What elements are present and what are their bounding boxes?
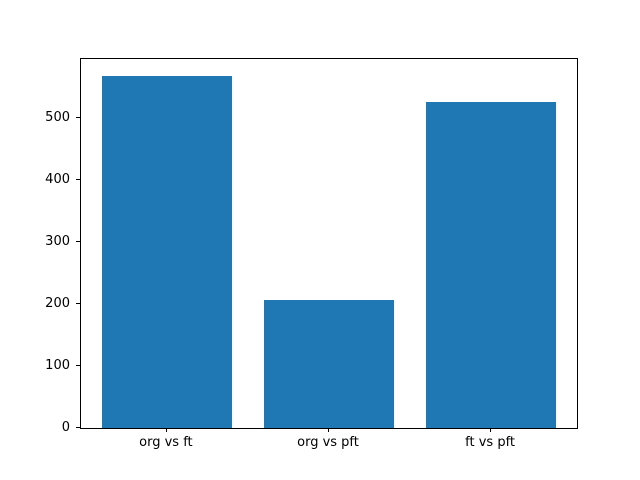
y-tick-mark bbox=[76, 427, 80, 428]
x-tick-mark bbox=[328, 428, 329, 432]
x-tick-label: ft vs pft bbox=[465, 435, 516, 450]
y-tick-mark bbox=[76, 303, 80, 305]
y-tick-label: 100 bbox=[45, 357, 70, 373]
plot-area bbox=[80, 58, 578, 429]
y-tick-label: 400 bbox=[45, 171, 70, 187]
y-tick-mark bbox=[76, 117, 80, 119]
y-tick-label: 0 bbox=[61, 419, 70, 435]
bar-ft-vs-pft bbox=[426, 102, 556, 428]
y-tick-mark bbox=[76, 179, 80, 181]
x-tick-mark bbox=[490, 428, 492, 432]
bar-org-vs-ft bbox=[102, 76, 232, 428]
y-tick-label: 300 bbox=[45, 233, 70, 249]
y-tick-label: 500 bbox=[45, 109, 70, 125]
bar-org-vs-pft bbox=[264, 299, 394, 428]
x-tick-label: org vs pft bbox=[297, 435, 359, 450]
x-tick-mark bbox=[165, 428, 167, 432]
y-tick-mark bbox=[76, 241, 80, 243]
y-tick-mark bbox=[76, 365, 80, 367]
x-tick-label: org vs ft bbox=[139, 435, 193, 450]
y-tick-label: 200 bbox=[45, 295, 70, 311]
